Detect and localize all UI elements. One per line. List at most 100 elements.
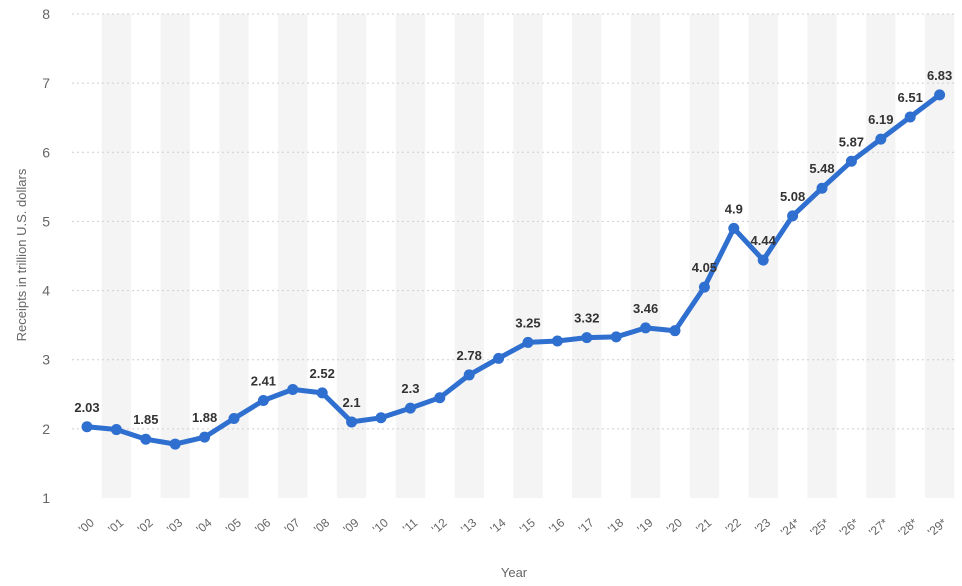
band [630, 14, 661, 498]
band [101, 14, 132, 498]
data-label: 3.25 [515, 315, 540, 330]
y-tick-label: 3 [42, 352, 50, 368]
data-label: 5.87 [839, 134, 864, 149]
x-tick-label: '17 [576, 515, 597, 536]
data-point[interactable] [551, 335, 563, 347]
data-point[interactable] [81, 421, 93, 433]
data-point[interactable] [110, 424, 122, 436]
data-label: 6.51 [898, 90, 923, 105]
gridlines [72, 13, 955, 430]
x-tick-label: '20 [664, 515, 685, 536]
data-label: 4.44 [751, 233, 777, 248]
y-axis-ticks: 1 2 3 4 5 6 7 8 [42, 6, 50, 506]
x-tick-label: '14 [488, 515, 509, 536]
data-point[interactable] [522, 336, 534, 348]
x-tick-label: '23 [752, 515, 773, 536]
data-point[interactable] [228, 412, 240, 424]
band [160, 14, 190, 498]
x-tick-label: '11 [400, 515, 421, 535]
y-tick-label: 7 [42, 75, 50, 91]
y-tick-label: 4 [42, 283, 50, 299]
data-label: 1.85 [133, 412, 158, 427]
y-tick-label: 5 [42, 213, 50, 229]
band [572, 14, 602, 498]
x-tick-label: '13 [458, 515, 479, 536]
x-tick-label: '22 [723, 515, 744, 536]
data-point[interactable] [346, 416, 358, 428]
x-tick-label: '15 [517, 515, 538, 536]
x-tick-label: '00 [76, 515, 97, 536]
data-label: 5.08 [780, 189, 805, 204]
x-tick-label: '02 [135, 515, 156, 536]
x-tick-label: '26* [837, 515, 862, 539]
data-label: 2.41 [251, 374, 276, 389]
band [278, 14, 308, 498]
data-point[interactable] [257, 395, 269, 407]
band [866, 14, 896, 498]
data-point[interactable] [698, 281, 710, 293]
alternating-bands [101, 14, 955, 498]
data-point[interactable] [316, 387, 328, 399]
data-point[interactable] [434, 392, 446, 404]
data-point[interactable] [875, 133, 887, 145]
data-point[interactable] [845, 155, 857, 167]
data-point[interactable] [493, 352, 505, 364]
band [513, 14, 543, 498]
y-tick-label: 1 [42, 490, 50, 506]
data-label: 2.78 [457, 348, 482, 363]
band [395, 14, 426, 498]
x-tick-label: '04 [194, 515, 215, 536]
data-label: 6.19 [868, 112, 893, 127]
data-points[interactable] [81, 89, 946, 450]
data-point[interactable] [463, 369, 475, 381]
x-tick-label: '03 [164, 515, 185, 536]
y-tick-label: 2 [42, 421, 50, 437]
data-point[interactable] [375, 412, 387, 424]
data-point[interactable] [140, 433, 152, 445]
data-label: 2.52 [310, 366, 335, 381]
data-point[interactable] [169, 438, 181, 450]
data-labels: 2.03 1.85 1.88 2.41 2.52 2.1 2.3 2.78 3.25 3.32 3.… [74, 68, 952, 427]
data-point[interactable] [610, 331, 622, 343]
x-tick-label: '27* [866, 515, 891, 539]
data-label: 4.05 [692, 260, 717, 275]
y-tick-label: 8 [42, 6, 50, 22]
y-axis-title: Receipts in trillion U.S. dollars [14, 168, 29, 341]
x-tick-label: '12 [429, 515, 450, 536]
x-axis-title: Year [501, 565, 528, 580]
data-point[interactable] [669, 325, 681, 337]
data-point[interactable] [904, 111, 916, 123]
x-axis-ticks: '00 '01 '02 '03 '04 '05 '06 '07 '08 '09 '10 '11 '12 '… [76, 515, 950, 539]
x-tick-label: '10 [370, 515, 391, 536]
data-point[interactable] [287, 383, 299, 395]
data-label: 2.1 [343, 395, 361, 410]
data-label: 3.32 [574, 311, 599, 326]
data-point[interactable] [640, 322, 652, 334]
x-tick-label: '24* [778, 515, 803, 539]
data-point[interactable] [787, 210, 799, 222]
data-label: 1.88 [192, 410, 217, 425]
data-label: 2.03 [74, 400, 99, 415]
x-tick-label: '06 [252, 515, 273, 536]
band [454, 14, 484, 498]
data-point[interactable] [934, 89, 946, 101]
data-point[interactable] [816, 182, 828, 194]
data-label: 6.83 [927, 68, 952, 83]
band [807, 14, 837, 498]
x-tick-label: '29* [925, 515, 950, 539]
data-point[interactable] [581, 332, 593, 344]
data-label: 4.9 [725, 201, 743, 216]
x-tick-label: '21 [693, 515, 714, 536]
data-point[interactable] [728, 222, 740, 234]
data-point[interactable] [404, 402, 416, 414]
x-tick-label: '09 [341, 515, 362, 536]
data-label: 2.3 [401, 381, 419, 396]
data-label: 5.48 [809, 161, 834, 176]
x-tick-label: '19 [635, 515, 656, 536]
data-label: 3.46 [633, 301, 658, 316]
band [924, 14, 955, 498]
data-point[interactable] [199, 431, 211, 443]
data-point[interactable] [757, 254, 769, 266]
series-line [84, 92, 943, 447]
